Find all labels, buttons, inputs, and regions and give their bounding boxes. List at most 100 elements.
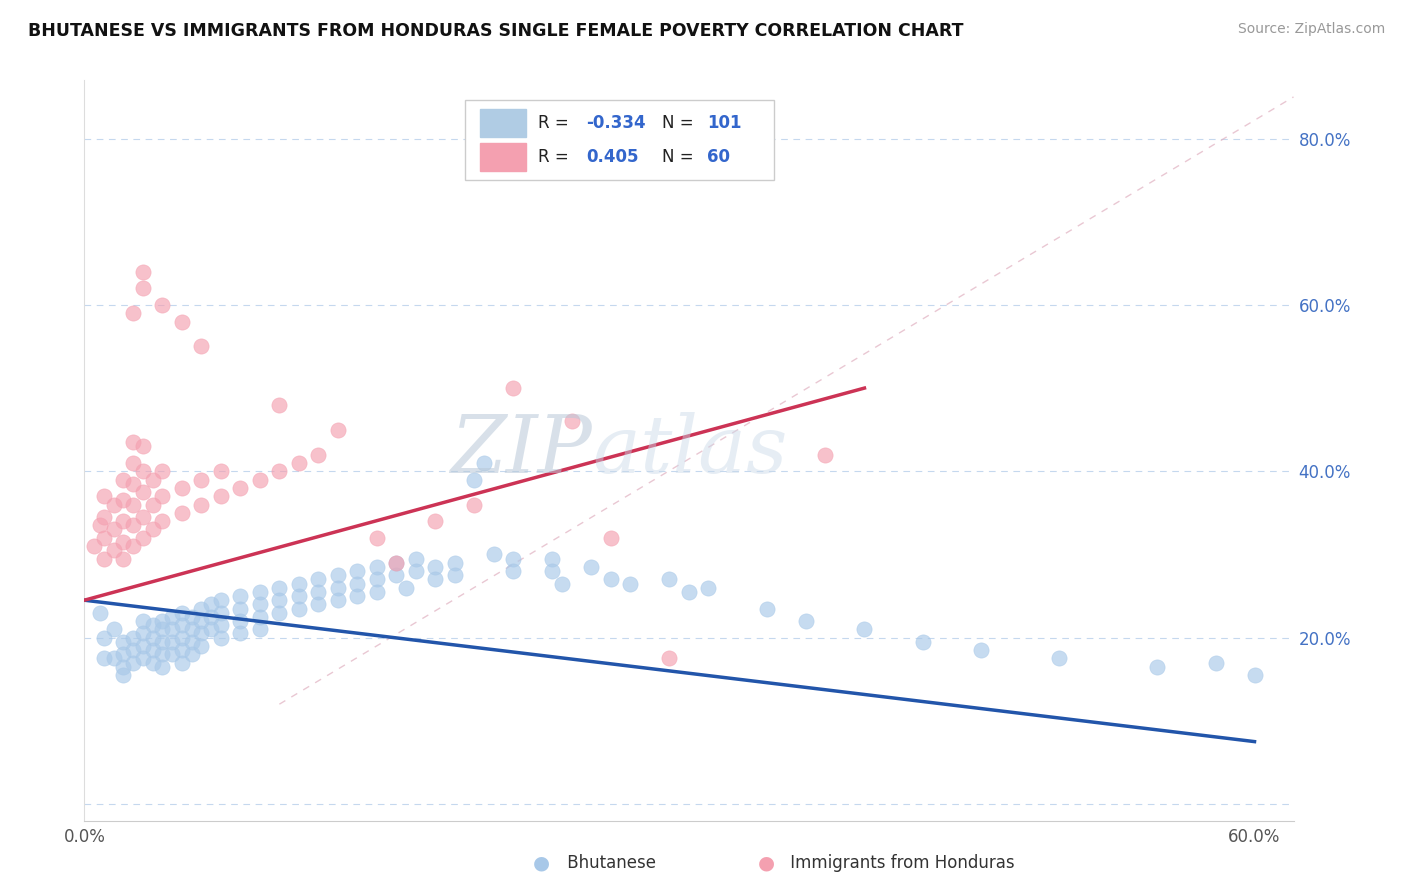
Point — [209, 489, 232, 503]
Point — [142, 643, 165, 657]
Point — [307, 448, 329, 462]
Point — [142, 631, 165, 645]
Point — [132, 639, 155, 653]
Point — [326, 593, 349, 607]
Point — [1205, 656, 1227, 670]
Point — [444, 556, 467, 570]
Text: R =: R = — [538, 148, 568, 166]
Point — [180, 634, 202, 648]
Point — [93, 531, 115, 545]
Point — [160, 610, 183, 624]
Text: N =: N = — [662, 148, 695, 166]
Point — [209, 606, 232, 620]
Point — [142, 656, 165, 670]
Point — [658, 573, 681, 587]
Point — [112, 473, 135, 487]
Point — [132, 614, 155, 628]
Point — [794, 614, 817, 628]
Point — [755, 601, 778, 615]
Point — [269, 606, 291, 620]
Text: ●: ● — [533, 854, 550, 872]
Point — [122, 539, 145, 553]
Point — [180, 610, 202, 624]
Point — [970, 643, 993, 657]
Point — [150, 647, 173, 661]
Point — [385, 568, 408, 582]
Point — [678, 585, 700, 599]
Point — [132, 281, 155, 295]
Point — [229, 589, 252, 603]
Point — [93, 631, 115, 645]
Point — [150, 489, 173, 503]
FancyBboxPatch shape — [479, 144, 526, 171]
Point — [307, 585, 329, 599]
Point — [112, 659, 135, 673]
Point — [150, 514, 173, 528]
Point — [190, 639, 212, 653]
Point — [249, 623, 271, 637]
Point — [170, 618, 193, 632]
Point — [425, 514, 447, 528]
Text: BHUTANESE VS IMMIGRANTS FROM HONDURAS SINGLE FEMALE POVERTY CORRELATION CHART: BHUTANESE VS IMMIGRANTS FROM HONDURAS SI… — [28, 22, 963, 40]
Text: N =: N = — [662, 114, 695, 132]
Text: 60: 60 — [707, 148, 730, 166]
Point — [405, 551, 427, 566]
Point — [541, 551, 564, 566]
Point — [150, 614, 173, 628]
Point — [209, 618, 232, 632]
Point — [180, 647, 202, 661]
Point — [122, 656, 145, 670]
Point — [170, 314, 193, 328]
Point — [122, 631, 145, 645]
Point — [132, 510, 155, 524]
Point — [346, 589, 368, 603]
Point — [249, 610, 271, 624]
Text: ZIP: ZIP — [450, 412, 592, 489]
Point — [814, 448, 837, 462]
Point — [249, 473, 271, 487]
Point — [366, 531, 388, 545]
Point — [346, 564, 368, 578]
Point — [561, 414, 583, 428]
Point — [89, 518, 111, 533]
Point — [93, 489, 115, 503]
Point — [269, 398, 291, 412]
Point — [160, 647, 183, 661]
Point — [150, 298, 173, 312]
Point — [463, 498, 485, 512]
Point — [122, 435, 145, 450]
Point — [444, 568, 467, 582]
Point — [160, 623, 183, 637]
Point — [112, 551, 135, 566]
Point — [103, 523, 125, 537]
Point — [502, 564, 524, 578]
Point — [142, 618, 165, 632]
Point — [112, 668, 135, 682]
Point — [326, 423, 349, 437]
Point — [150, 634, 173, 648]
Text: Bhutanese: Bhutanese — [562, 855, 657, 872]
Text: -0.334: -0.334 — [586, 114, 645, 132]
Point — [229, 481, 252, 495]
Point — [132, 464, 155, 478]
FancyBboxPatch shape — [479, 109, 526, 137]
Point — [1243, 668, 1265, 682]
Text: 0.405: 0.405 — [586, 148, 638, 166]
Point — [93, 510, 115, 524]
Point — [366, 573, 388, 587]
Point — [269, 593, 291, 607]
Point — [853, 623, 876, 637]
Point — [142, 498, 165, 512]
Text: 101: 101 — [707, 114, 741, 132]
Point — [132, 485, 155, 500]
Point — [190, 614, 212, 628]
Point — [170, 643, 193, 657]
Point — [112, 514, 135, 528]
Point — [551, 576, 574, 591]
Text: Source: ZipAtlas.com: Source: ZipAtlas.com — [1237, 22, 1385, 37]
Point — [581, 560, 603, 574]
Point — [405, 564, 427, 578]
Point — [190, 339, 212, 353]
Point — [112, 493, 135, 508]
Point — [170, 506, 193, 520]
